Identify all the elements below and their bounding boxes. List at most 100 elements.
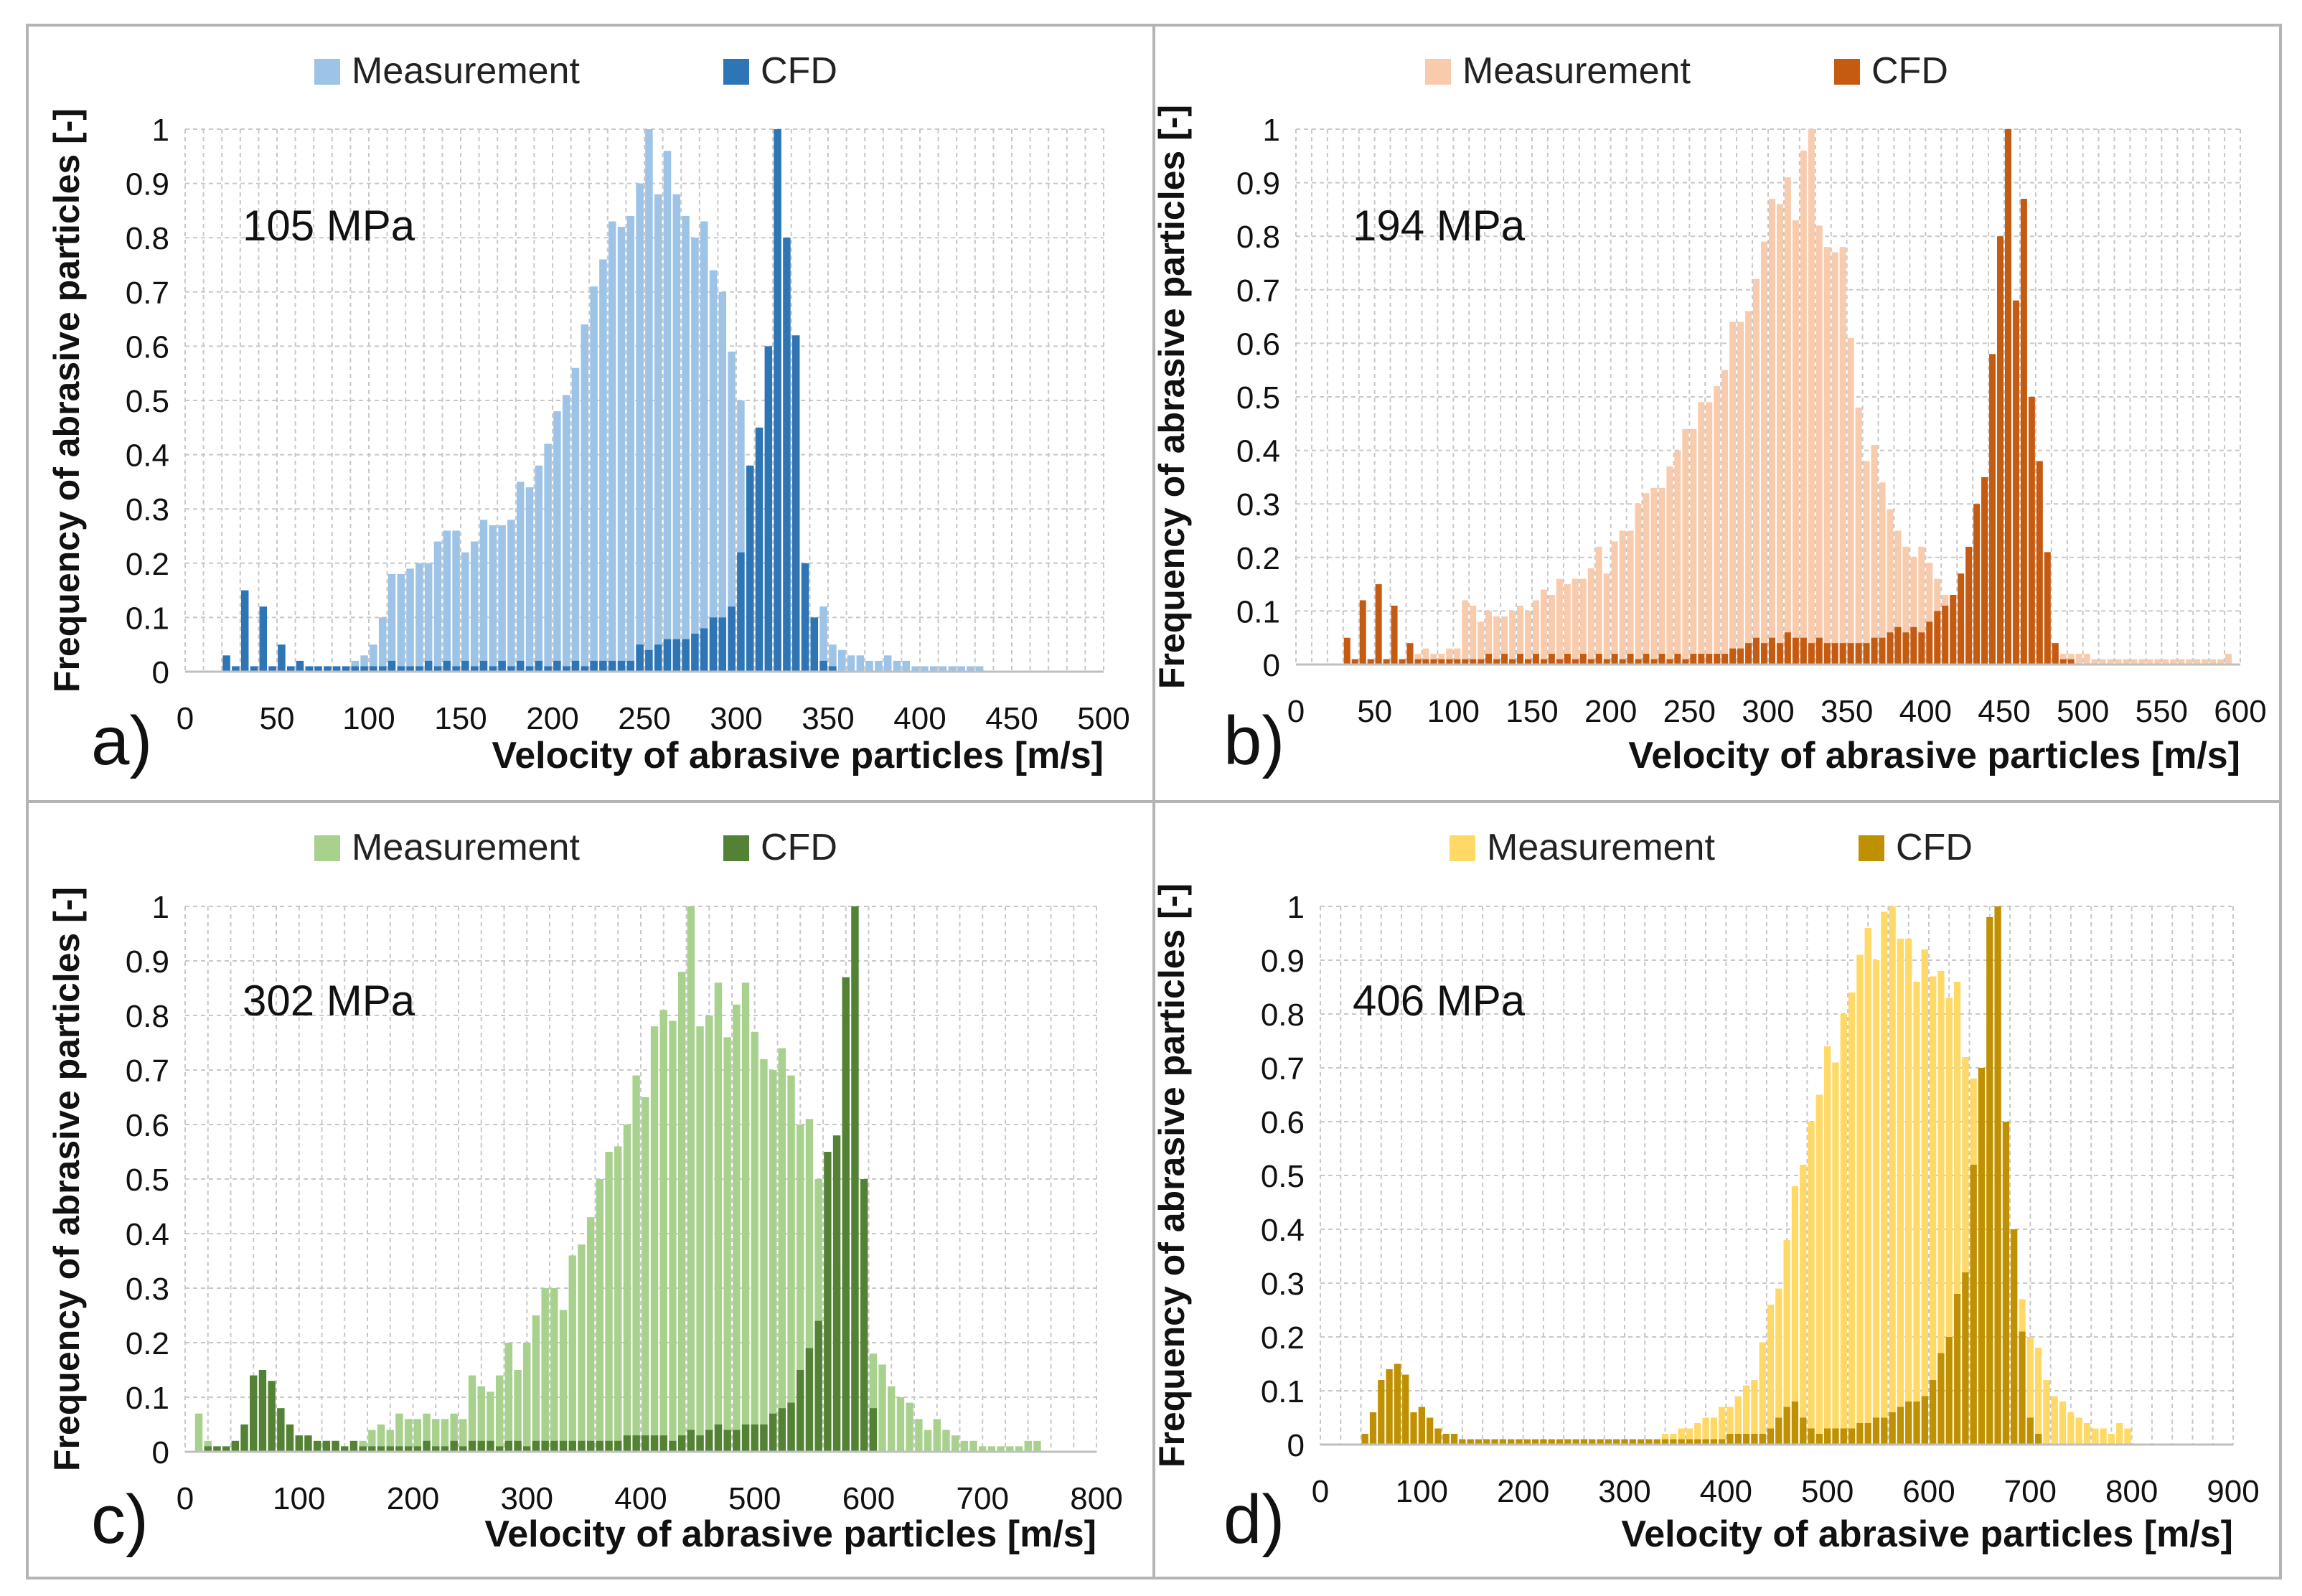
cfd-bar bbox=[1710, 1439, 1718, 1445]
cfd-bar bbox=[314, 666, 322, 672]
measurement-bar bbox=[1024, 1440, 1032, 1452]
cfd-bar bbox=[1564, 1439, 1572, 1445]
measurement-bar bbox=[404, 1419, 413, 1452]
cfd-bar bbox=[1958, 573, 1965, 665]
measurement-bar bbox=[590, 286, 598, 672]
measurement-bar bbox=[581, 324, 589, 672]
measurement-bar bbox=[1556, 578, 1563, 665]
cfd-bar bbox=[1361, 1434, 1368, 1445]
measurement-bar bbox=[1572, 578, 1579, 665]
measurement-bar bbox=[1666, 466, 1673, 665]
measurement-bar bbox=[645, 129, 653, 672]
measurement-bar bbox=[1800, 150, 1807, 665]
measurement-bar bbox=[443, 530, 451, 672]
cfd-bar bbox=[1879, 637, 1886, 665]
measurement-bar bbox=[933, 1419, 941, 1452]
measurement-bar bbox=[2202, 659, 2209, 665]
cfd-bar bbox=[1548, 654, 1555, 665]
pressure-annotation: 302 MPa bbox=[243, 977, 415, 1025]
measurement-bar bbox=[1856, 954, 1864, 1445]
x-tick-label: 300 bbox=[1598, 1474, 1650, 1509]
measurement-bar bbox=[406, 568, 414, 672]
cfd-bar bbox=[2028, 397, 2035, 665]
x-tick-label: 500 bbox=[728, 1481, 781, 1516]
cfd-bar bbox=[1572, 1439, 1579, 1445]
cfd-bar bbox=[1523, 1439, 1531, 1445]
cfd-bar bbox=[797, 1370, 804, 1452]
x-tick-label: 150 bbox=[434, 701, 487, 736]
measurement-bar bbox=[614, 1146, 622, 1452]
cfd-bar bbox=[1745, 643, 1752, 665]
cfd-bar bbox=[222, 655, 230, 672]
cfd-bar bbox=[1645, 1439, 1653, 1445]
x-axis-label: Velocity of abrasive particles [m/s] bbox=[1621, 1513, 2233, 1555]
y-tick-label: 0.3 bbox=[1261, 1267, 1305, 1302]
measurement-bar bbox=[915, 1419, 923, 1452]
cfd-bar bbox=[632, 1435, 640, 1452]
measurement-bar bbox=[498, 525, 506, 672]
y-tick-label: 0.1 bbox=[1236, 594, 1280, 629]
y-tick-label: 0.9 bbox=[126, 167, 169, 202]
cfd-bar bbox=[1751, 1434, 1758, 1445]
measurement-bar bbox=[413, 1419, 422, 1452]
measurement-bar bbox=[1784, 177, 1791, 665]
x-axis-label: Velocity of abrasive particles [m/s] bbox=[1628, 735, 2240, 776]
y-tick-label: 0.7 bbox=[1236, 273, 1280, 309]
measurement-bar bbox=[626, 215, 635, 672]
measurement-bar bbox=[650, 1026, 659, 1452]
measurement-bar bbox=[424, 563, 433, 672]
measurement-bar bbox=[733, 1004, 741, 1452]
measurement-bar bbox=[1808, 1122, 1815, 1445]
measurement-bar bbox=[1678, 1428, 1685, 1445]
measurement-bar bbox=[1872, 960, 1880, 1445]
measurement-bar bbox=[1635, 504, 1642, 665]
legend: Measurement CFD bbox=[1450, 827, 1973, 868]
measurement-bar bbox=[1719, 1407, 1726, 1445]
chart-panel-d: 0 0.1 0.2 0.3 0.4 0.5 0.6 0.7 0.8 0.9 1 0 100 200 300 4… bbox=[1152, 827, 2260, 1558]
measurement-bar bbox=[659, 1010, 667, 1452]
y-tick-label: 0.2 bbox=[1261, 1320, 1305, 1356]
chart-panel-c: 0 0.1 0.2 0.3 0.4 0.5 0.6 0.7 0.8 0.9 1 0 100 200 300 4… bbox=[47, 827, 1123, 1558]
measurement-bar bbox=[1493, 616, 1500, 665]
cfd-bar bbox=[516, 660, 525, 672]
y-axis-label: Frequency of abrasive particles [-] bbox=[47, 887, 87, 1471]
measurement-bar bbox=[1918, 546, 1925, 665]
cfd-bar bbox=[1483, 1439, 1490, 1445]
measurement-bar bbox=[550, 1288, 558, 1452]
x-tick-label: 700 bbox=[2004, 1474, 2057, 1509]
measurement-bar bbox=[636, 183, 644, 672]
pressure-annotation: 406 MPa bbox=[1353, 977, 1526, 1025]
measurement-bar bbox=[1889, 906, 1896, 1445]
measurement-bar bbox=[2083, 654, 2090, 665]
y-tick-label: 0.5 bbox=[126, 1163, 169, 1198]
measurement-bar bbox=[562, 395, 570, 672]
cfd-bar bbox=[450, 1440, 458, 1452]
measurement-bar bbox=[751, 1031, 758, 1452]
cfd-bar bbox=[562, 666, 570, 672]
cfd-bar bbox=[268, 1381, 276, 1452]
cfd-bar bbox=[636, 644, 644, 672]
cfd-bar bbox=[1784, 632, 1791, 665]
measurement-bar bbox=[1832, 1062, 1839, 1445]
cfd-bar bbox=[1997, 236, 2004, 665]
measurement-bar bbox=[1525, 611, 1532, 665]
cfd-bar bbox=[1467, 1439, 1474, 1445]
cfd-bar bbox=[1942, 605, 1949, 665]
measurement-bar bbox=[2146, 659, 2153, 665]
cfd-bar bbox=[1775, 1417, 1782, 1445]
measurement-bar bbox=[1824, 1046, 1831, 1445]
x-tick-label: 200 bbox=[1497, 1474, 1549, 1509]
measurement-bar bbox=[1887, 509, 1894, 665]
cfd-bar bbox=[1369, 1412, 1377, 1445]
cfd-bar bbox=[441, 1446, 449, 1452]
cfd-bar bbox=[1864, 1423, 1871, 1445]
cfd-bar bbox=[250, 1375, 258, 1452]
measurement-bar bbox=[837, 649, 846, 672]
cfd-bar bbox=[1621, 1439, 1628, 1445]
measurement-bar bbox=[948, 666, 957, 672]
y-tick-label: 0.6 bbox=[1261, 1105, 1305, 1140]
measurement-bar bbox=[2209, 659, 2217, 665]
measurement-bar bbox=[415, 563, 423, 672]
cfd-bar bbox=[495, 1446, 504, 1452]
measurement-bar bbox=[2099, 659, 2106, 665]
